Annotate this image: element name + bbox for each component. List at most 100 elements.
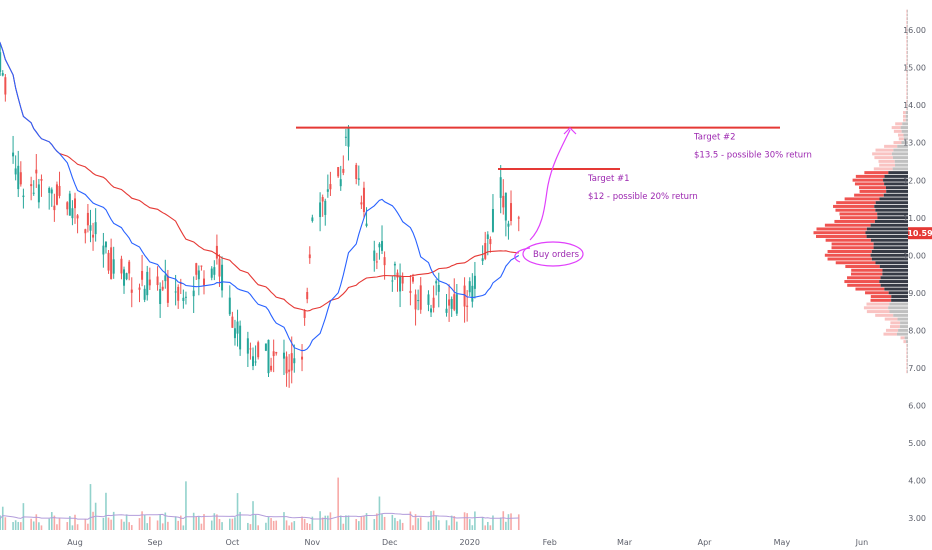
- price-tick-label: 13.00: [903, 139, 926, 148]
- vp-down-bar: [833, 204, 875, 208]
- vp-up-bar: [874, 219, 908, 223]
- vp-down-bar: [875, 148, 894, 152]
- candle-body: [288, 369, 291, 372]
- vp-down-bar: [851, 272, 883, 276]
- volume-bar: [321, 517, 324, 530]
- target1-detail: $12 - possible 20% return: [588, 192, 698, 202]
- candle-body: [450, 298, 453, 309]
- candle-body: [14, 168, 17, 175]
- time-tick-label: Sep: [147, 538, 162, 547]
- vp-down-bar: [885, 328, 899, 332]
- vp-down-bar: [895, 122, 903, 126]
- candle-body: [489, 239, 492, 245]
- vp-up-bar: [889, 302, 908, 306]
- price-tick-label: 6.00: [908, 402, 926, 411]
- volume-bar: [50, 512, 53, 530]
- volume-bar: [487, 521, 489, 530]
- volume-bar: [324, 515, 327, 530]
- buy-orders-label: Buy orders: [533, 250, 580, 260]
- volume-bar: [308, 523, 311, 530]
- candle-body: [48, 187, 51, 193]
- volume-bar: [195, 516, 198, 530]
- vp-down-bar: [884, 317, 898, 321]
- volume-bar: [234, 517, 236, 530]
- vp-down-bar: [906, 96, 908, 100]
- vp-up-bar: [907, 58, 908, 62]
- volume-bar: [123, 521, 125, 530]
- candle-body: [381, 241, 384, 251]
- vp-down-bar: [906, 47, 908, 51]
- vp-up-bar: [907, 96, 908, 100]
- volume-bar: [301, 516, 303, 530]
- volume-bar: [102, 517, 105, 530]
- vp-up-bar: [879, 197, 908, 201]
- vp-down-bar: [831, 246, 874, 250]
- volume-bar: [92, 511, 94, 530]
- volume-bar: [38, 522, 40, 530]
- volume-bar: [419, 517, 422, 530]
- vp-up-bar: [880, 283, 908, 287]
- candle-body: [326, 189, 329, 192]
- volume-bar: [177, 520, 179, 530]
- vp-up-bar: [874, 204, 908, 208]
- candle-body: [138, 287, 141, 290]
- vp-down-bar: [906, 58, 908, 62]
- candle-body: [159, 289, 162, 305]
- volume-bar: [414, 514, 417, 530]
- volume-bar: [89, 484, 92, 530]
- candle-body: [393, 263, 396, 266]
- candle-body: [383, 257, 386, 266]
- vp-up-bar: [892, 167, 908, 171]
- vp-down-bar: [906, 24, 908, 28]
- candle-body: [112, 259, 115, 274]
- candle-body: [40, 178, 43, 181]
- volume-bar: [456, 521, 458, 530]
- candle-body: [435, 281, 438, 284]
- vp-up-bar: [866, 234, 908, 238]
- projection-arrowhead: [563, 127, 577, 135]
- time-axis[interactable]: Aug Sep Oct Nov Dec 2020 Feb Mar Apr May Jun: [67, 538, 868, 547]
- volume-bar: [432, 510, 435, 530]
- vp-up-bar: [870, 253, 908, 257]
- candle-body: [466, 305, 469, 307]
- volume-bar: [229, 518, 231, 530]
- candle-body: [375, 261, 378, 263]
- vp-up-bar: [894, 159, 908, 163]
- volume-bar: [130, 525, 133, 530]
- candle-body: [499, 177, 502, 198]
- candle-body: [270, 365, 273, 371]
- vp-up-bar: [892, 156, 908, 160]
- volume-bar: [319, 511, 321, 530]
- volume-bar: [164, 512, 167, 530]
- volume-bar: [254, 514, 257, 530]
- vp-up-bar: [905, 111, 908, 115]
- volume-bar: [417, 518, 419, 530]
- candle-body: [517, 217, 520, 219]
- volume-bar: [0, 515, 1, 530]
- vp-down-bar: [859, 189, 887, 193]
- volume-bar: [293, 521, 296, 530]
- buy-orders-pointer: [514, 247, 531, 263]
- volume-bar: [383, 516, 386, 530]
- vp-down-bar: [906, 50, 908, 54]
- vp-up-bar: [907, 343, 908, 347]
- candle-body: [344, 136, 347, 138]
- vp-up-bar: [893, 313, 908, 317]
- candle-body: [228, 297, 231, 315]
- volume-bar: [30, 518, 32, 530]
- candle-body: [453, 294, 456, 310]
- vp-down-bar: [906, 370, 908, 374]
- volume-bar: [149, 516, 151, 530]
- current-price-label: 10.59: [907, 229, 932, 238]
- volume-bar: [69, 516, 71, 530]
- volume-bar: [84, 518, 87, 530]
- vp-up-bar: [907, 20, 908, 24]
- candle-body: [347, 127, 350, 147]
- price-axis[interactable]: 16.00 15.00 14.00 13.00 12.00 11.00 10.00 9.00 8…: [903, 26, 932, 523]
- vp-down-bar: [873, 167, 893, 171]
- ma-fast-line: [0, 41, 520, 352]
- volume-bar: [327, 515, 329, 530]
- vp-up-bar: [901, 129, 908, 133]
